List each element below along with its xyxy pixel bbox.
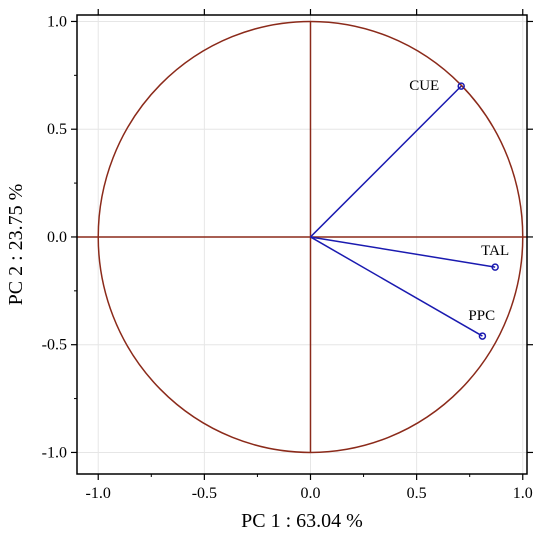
y-tick-label-4: 1.0 [47, 13, 67, 30]
x-axis-title: PC 1 : 63.04 % [241, 510, 363, 532]
vector-cue [309, 85, 462, 238]
label-ppc: PPC [468, 308, 495, 324]
axis-ticks: -1.0 -0.5 0.0 0.5 1.0 -1.0 -0.5 0.0 0.5 1.0 [42, 9, 533, 502]
point-ppc [478, 332, 487, 340]
x-tick-label-1: -0.5 [192, 485, 217, 502]
y-tick-label-0: -1.0 [42, 444, 67, 461]
y-tick-label-2: 0.0 [47, 229, 67, 246]
y-tick-label-3: 0.5 [47, 121, 67, 138]
x-tick-label-2: 0.0 [300, 485, 320, 502]
x-tick-label-0: -1.0 [86, 485, 111, 502]
loading-vectors-layer: CUE TAL PPC [309, 78, 509, 340]
point-tal [491, 263, 499, 271]
vector-tal [310, 236, 496, 268]
label-cue: CUE [409, 78, 439, 94]
y-axis-title: PC 2 : 23.75 % [5, 184, 27, 306]
vector-ppc [310, 236, 483, 337]
plot-frame [76, 14, 528, 475]
x-tick-label-3: 0.5 [407, 485, 427, 502]
point-cue [457, 82, 465, 90]
x-tick-label-4: 1.0 [513, 485, 533, 502]
unit-circle-layer [77, 20, 527, 454]
label-tal: TAL [481, 243, 509, 259]
y-tick-label-1: -0.5 [42, 337, 67, 354]
